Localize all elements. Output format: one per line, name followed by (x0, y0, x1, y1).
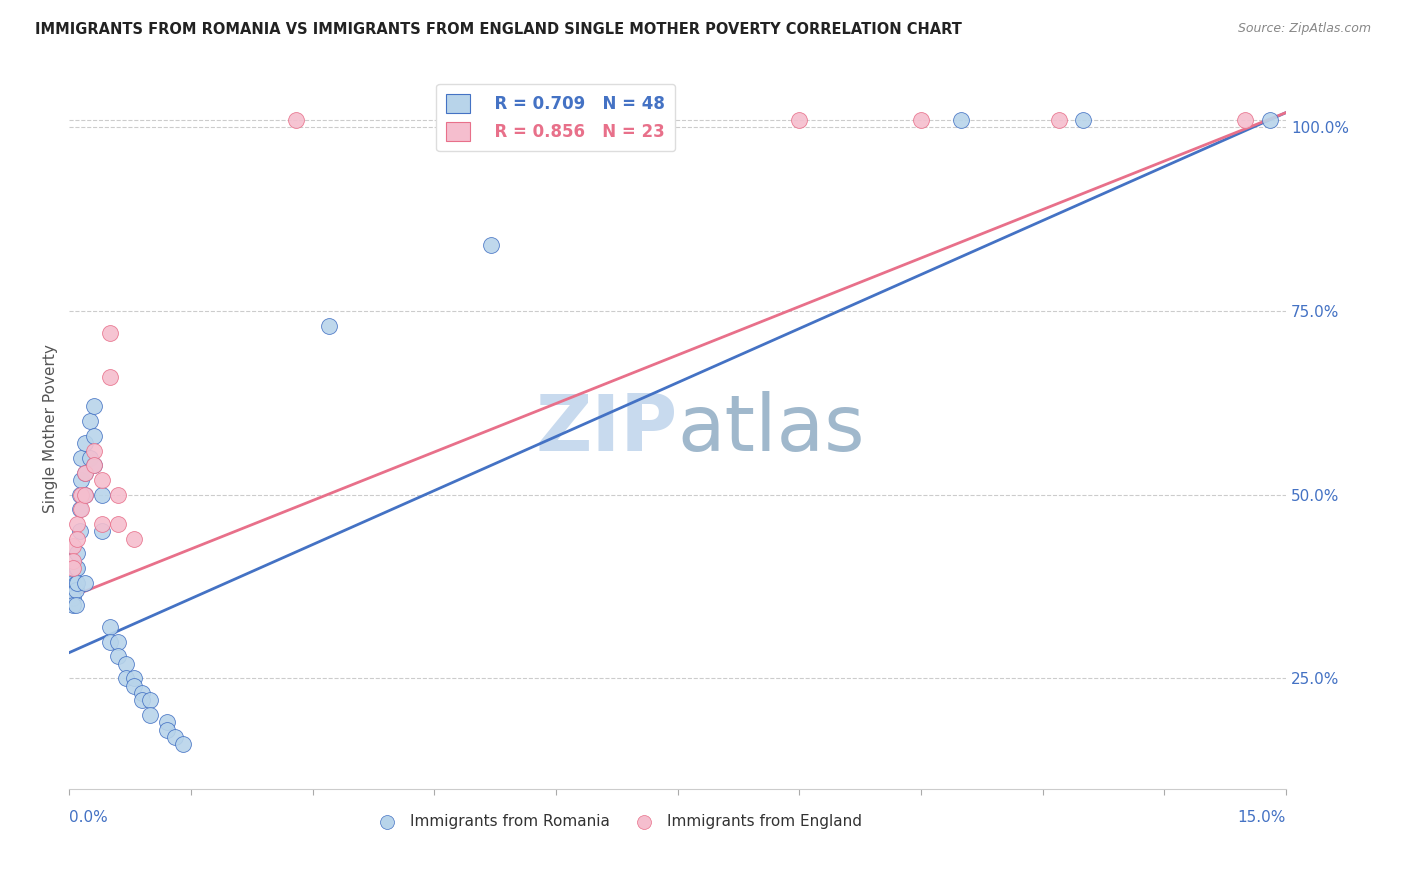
Point (62, 575, 84, 590)
Point (122, 679, 145, 693)
Point (75, 575, 97, 590)
Point (69, 488, 91, 502)
Text: 0.0%: 0.0% (69, 810, 108, 825)
Point (75, 488, 97, 502)
Point (69, 502, 91, 516)
Point (318, 318, 340, 333)
Point (950, 112, 973, 127)
Point (79, 450, 101, 465)
Point (98, 370, 121, 384)
Point (62, 591, 84, 605)
Point (122, 532, 145, 546)
Point (285, 112, 308, 127)
Point (479, 237, 502, 252)
Text: atlas: atlas (678, 391, 865, 467)
Point (90, 524, 112, 539)
Point (910, 112, 932, 127)
Point (66, 546, 89, 560)
Point (65, 561, 87, 575)
Point (69, 524, 91, 539)
Y-axis label: Single Mother Poverty: Single Mother Poverty (44, 344, 58, 513)
Point (83, 443, 105, 458)
Point (155, 715, 177, 730)
Point (139, 708, 162, 723)
Point (70, 488, 93, 502)
Point (1258, 112, 1281, 127)
Legend: Immigrants from Romania, Immigrants from England: Immigrants from Romania, Immigrants from… (366, 807, 868, 835)
Point (66, 575, 89, 590)
Point (1071, 112, 1094, 127)
Point (139, 693, 162, 707)
Point (98, 326, 121, 340)
Point (155, 723, 177, 737)
Point (107, 488, 129, 502)
Point (75, 488, 97, 502)
Text: Source: ZipAtlas.com: Source: ZipAtlas.com (1237, 22, 1371, 36)
Point (122, 671, 145, 685)
Text: ZIP: ZIP (536, 391, 678, 467)
Point (107, 634, 129, 648)
Point (1234, 112, 1257, 127)
Point (70, 450, 93, 465)
Point (66, 561, 89, 575)
Point (75, 436, 97, 450)
Point (62, 554, 84, 568)
Point (79, 414, 101, 428)
Point (90, 516, 112, 531)
Point (1047, 112, 1070, 127)
Point (98, 634, 121, 648)
Point (131, 693, 153, 707)
Point (62, 598, 84, 612)
Point (131, 686, 153, 700)
Point (107, 649, 129, 664)
Point (75, 466, 97, 480)
Point (83, 458, 105, 473)
Point (65, 598, 87, 612)
Point (787, 112, 810, 127)
Text: 15.0%: 15.0% (1237, 810, 1286, 825)
Point (115, 657, 138, 671)
Point (172, 738, 194, 752)
Point (62, 539, 84, 553)
Point (163, 730, 186, 744)
Point (65, 575, 87, 590)
Point (70, 473, 93, 487)
Point (83, 400, 105, 414)
Point (66, 516, 89, 531)
Point (98, 620, 121, 634)
Point (62, 583, 84, 598)
Point (62, 561, 84, 575)
Point (70, 502, 93, 516)
Point (65, 583, 87, 598)
Point (90, 473, 112, 487)
Point (75, 466, 97, 480)
Point (83, 429, 105, 443)
Point (90, 488, 112, 502)
Point (83, 458, 105, 473)
Point (115, 671, 138, 685)
Point (107, 516, 129, 531)
Point (66, 532, 89, 546)
Text: IMMIGRANTS FROM ROMANIA VS IMMIGRANTS FROM ENGLAND SINGLE MOTHER POVERTY CORRELA: IMMIGRANTS FROM ROMANIA VS IMMIGRANTS FR… (35, 22, 962, 37)
